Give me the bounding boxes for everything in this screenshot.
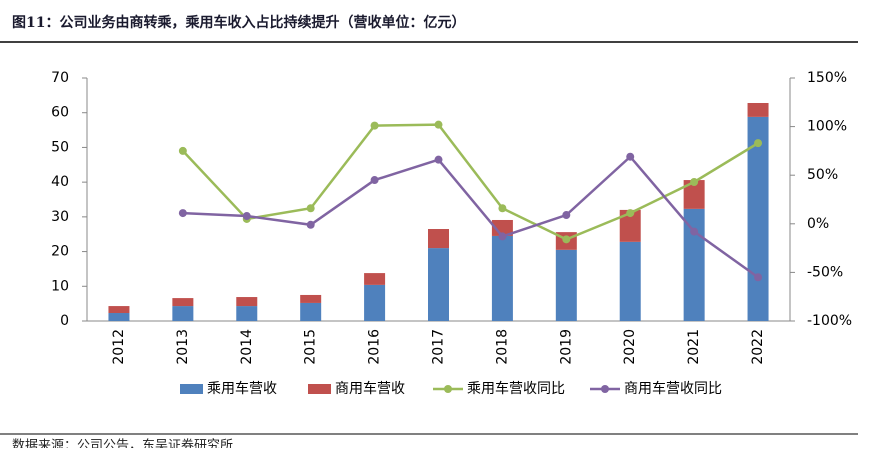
bar <box>491 235 513 321</box>
line-marker <box>434 120 443 129</box>
y-tick-label: 40 <box>51 174 69 190</box>
line-marker <box>626 152 635 161</box>
line <box>182 154 759 279</box>
y-tick-label: 0 <box>60 313 69 329</box>
bar <box>108 313 130 321</box>
y2-tick-label: 150% <box>807 70 847 86</box>
line-marker <box>754 139 763 148</box>
legend-swatch <box>601 385 609 393</box>
y2-tick-label: 0% <box>807 216 829 232</box>
bar <box>428 229 449 249</box>
bar <box>172 298 194 307</box>
bar <box>108 306 130 314</box>
line-marker <box>754 273 763 282</box>
x-tick-label: 2016 <box>367 329 383 365</box>
legend-label: 乘用车营收同比 <box>467 380 565 397</box>
x-tick-label: 2020 <box>622 329 638 365</box>
line-marker <box>178 209 187 218</box>
line-marker <box>242 212 251 221</box>
x-tick-label: 2012 <box>111 329 127 365</box>
x-tick-label: 2019 <box>558 329 574 365</box>
bar <box>300 294 322 303</box>
y-tick-label: 60 <box>51 105 69 121</box>
x-tick-label: 2014 <box>239 329 255 365</box>
y-tick-label: 10 <box>51 278 69 294</box>
bar <box>683 180 705 209</box>
legend-swatch <box>444 385 452 393</box>
y-tick-label: 20 <box>51 244 69 260</box>
legend-swatch <box>308 384 331 394</box>
line-marker <box>690 178 699 187</box>
line-marker <box>306 204 315 213</box>
bar <box>555 249 577 321</box>
line-marker <box>370 176 379 185</box>
y-tick-label: 70 <box>51 70 69 86</box>
x-tick-label: 2022 <box>750 329 766 365</box>
line-marker <box>626 209 635 218</box>
x-tick-label: 2021 <box>686 329 702 365</box>
legend-swatch <box>180 384 203 394</box>
y2-tick-label: -100% <box>807 313 852 329</box>
bar <box>364 284 386 321</box>
bar <box>619 209 641 242</box>
legend-label: 乘用车营收 <box>207 380 277 397</box>
chart-title: 图11：公司业务由商转乘，乘用车收入占比持续提升（营收单位：亿元） <box>12 14 465 31</box>
bar <box>172 306 194 321</box>
y2-tick-label: 100% <box>807 119 847 135</box>
source-note: 数据来源：公司公告，东吴证券研究所 <box>12 438 233 449</box>
x-tick-label: 2018 <box>494 329 510 365</box>
bar <box>236 297 258 307</box>
bar <box>300 302 322 321</box>
line-marker <box>498 204 507 213</box>
line-marker <box>562 211 571 220</box>
line-marker <box>178 146 187 155</box>
line <box>181 123 759 241</box>
bar <box>683 208 705 321</box>
bar <box>747 102 769 117</box>
x-tick-label: 2013 <box>175 329 191 365</box>
x-tick-label: 2015 <box>303 329 319 365</box>
line-marker <box>434 155 443 164</box>
bar <box>619 241 641 321</box>
line-marker <box>306 220 315 229</box>
line-marker <box>370 121 379 130</box>
legend-label: 商用车营收同比 <box>624 380 722 397</box>
bar <box>747 116 769 321</box>
legend-label: 商用车营收 <box>335 380 405 397</box>
y2-tick-label: 50% <box>807 167 838 183</box>
bar <box>236 306 258 321</box>
x-tick-label: 2017 <box>431 329 447 365</box>
y-tick-label: 50 <box>51 139 69 155</box>
y2-tick-label: -50% <box>807 264 843 280</box>
y-tick-label: 30 <box>51 209 69 225</box>
bar <box>364 273 386 285</box>
line-marker <box>498 232 507 241</box>
bar <box>428 248 449 321</box>
line-marker <box>562 235 571 244</box>
line-marker <box>690 227 699 236</box>
